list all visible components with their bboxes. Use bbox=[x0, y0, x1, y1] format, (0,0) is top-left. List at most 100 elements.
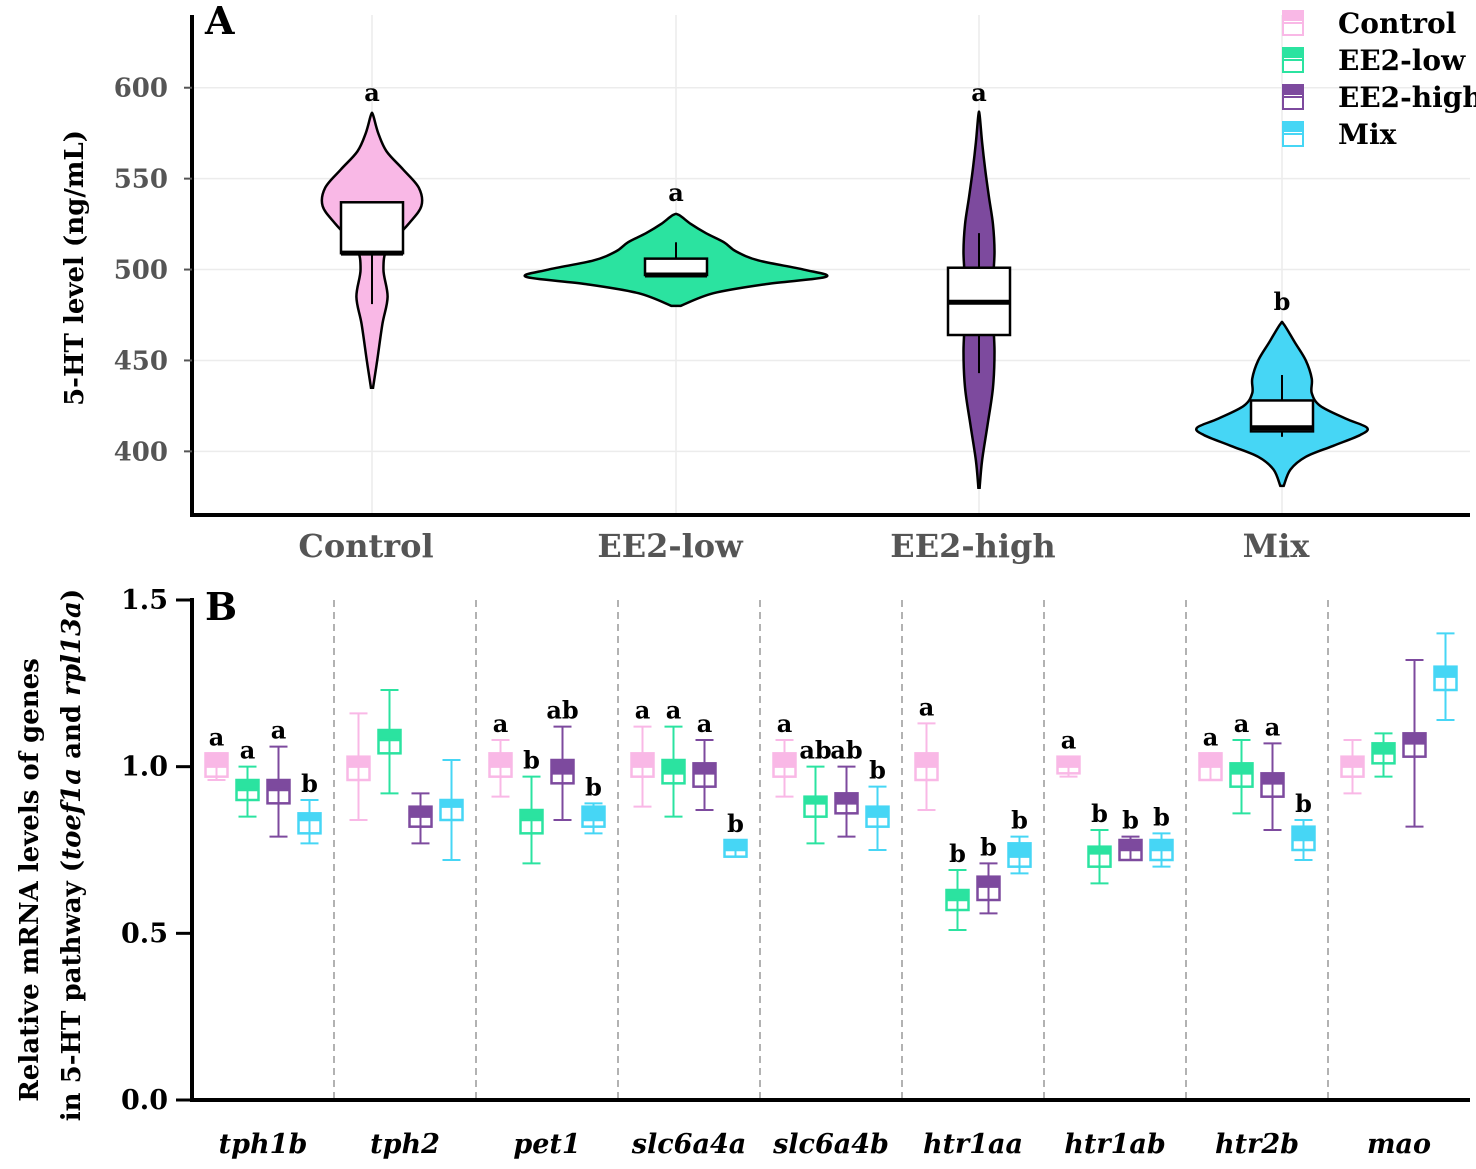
y-tick-label: 0.5 bbox=[121, 918, 168, 949]
significance-letter: ab bbox=[799, 736, 831, 765]
significance-letter: a bbox=[1203, 722, 1219, 751]
x-category-label: mao bbox=[1367, 1129, 1431, 1160]
label-and: and bbox=[57, 696, 87, 768]
box-upper-fill bbox=[1230, 763, 1253, 774]
box-upper-fill bbox=[298, 813, 321, 820]
gene-group-mao bbox=[1340, 632, 1458, 828]
box-htr2b-control: a bbox=[1198, 722, 1223, 782]
box-upper-fill bbox=[1434, 666, 1457, 677]
box-mao-ee2_low bbox=[1371, 732, 1396, 778]
box-pet1-control: a bbox=[488, 709, 513, 798]
box-upper-fill bbox=[378, 730, 401, 740]
box-htr1ab-control: a bbox=[1056, 726, 1081, 778]
legend-swatch-fill bbox=[1283, 11, 1303, 21]
box-slc6a4a-ee2_low: a bbox=[661, 696, 686, 818]
legend-label: EE2-high bbox=[1338, 81, 1476, 114]
box-htr1ab-mix: b bbox=[1149, 802, 1174, 868]
box-tph2-ee2_high bbox=[408, 792, 433, 845]
x-category-label: Control bbox=[298, 527, 433, 565]
x-category-label: slc6a4a bbox=[631, 1129, 746, 1160]
violin-mix: b bbox=[1195, 287, 1369, 488]
box-upper-fill bbox=[866, 806, 889, 817]
panel-a-x-categories: Control EE2-low EE2-high Mix bbox=[298, 527, 1310, 565]
y-tick-label: 0.0 bbox=[121, 1085, 168, 1116]
gene-group-tph2 bbox=[346, 689, 464, 861]
legend-label: Mix bbox=[1338, 118, 1397, 151]
panel-a-letter: A bbox=[204, 0, 235, 43]
legend-label: EE2-low bbox=[1338, 44, 1466, 77]
box-upper-fill bbox=[520, 810, 543, 820]
legend-item-ee2_low: EE2-low bbox=[1282, 44, 1466, 77]
box-upper-fill bbox=[915, 753, 938, 767]
significance-letter: a bbox=[364, 78, 380, 107]
gene-group-tph1b: a aab bbox=[204, 716, 322, 845]
significance-letter: b bbox=[949, 839, 966, 868]
box-mao-mix bbox=[1433, 632, 1458, 721]
box-upper-fill bbox=[582, 806, 605, 820]
significance-letter: a bbox=[666, 696, 682, 725]
significance-letter: b bbox=[301, 769, 318, 798]
box-slc6a4b-ee2_high: ab bbox=[830, 736, 863, 838]
panel-a-y-ticks: 400 450 500 550 600 bbox=[114, 74, 192, 467]
box-upper-fill bbox=[1008, 843, 1031, 857]
box-htr1aa-ee2_low: b bbox=[945, 839, 970, 931]
legend-item-control: Control bbox=[1282, 7, 1456, 40]
box-upper-fill bbox=[662, 760, 685, 774]
box-htr1ab-ee2_high: b bbox=[1118, 806, 1143, 862]
box-upper-fill bbox=[1088, 846, 1111, 854]
violin-control: a bbox=[320, 78, 424, 389]
label-gene2: rpl13a bbox=[57, 601, 87, 696]
significance-letter: b bbox=[1011, 806, 1028, 835]
box-upper-fill bbox=[267, 780, 290, 790]
label-gene1: toef1a bbox=[57, 768, 87, 860]
legend-swatch-fill bbox=[1283, 48, 1303, 58]
y-tick-label: 1.5 bbox=[121, 585, 168, 616]
box-upper-fill bbox=[1292, 826, 1315, 840]
significance-letter: a bbox=[209, 722, 225, 751]
significance-letter: a bbox=[668, 178, 684, 207]
box-tph1b-mix: b bbox=[297, 769, 322, 845]
box-htr2b-ee2_high: a bbox=[1260, 712, 1285, 831]
significance-letter: b bbox=[869, 756, 886, 785]
significance-letter: a bbox=[1061, 726, 1077, 755]
significance-letter: a bbox=[697, 709, 713, 738]
legend-item-mix: Mix bbox=[1282, 118, 1397, 151]
panel-a: a a a b 400 450 500 550 600 Control EE2-low EE2-h… bbox=[60, 0, 1470, 565]
x-category-label: htr2b bbox=[1215, 1129, 1299, 1160]
significance-letter: b bbox=[1153, 802, 1170, 831]
x-category-label: tph2 bbox=[370, 1129, 440, 1160]
violin-box-control bbox=[339, 201, 405, 255]
significance-letter: b bbox=[585, 772, 602, 801]
box-upper-fill bbox=[1261, 773, 1284, 784]
significance-letter: a bbox=[240, 736, 256, 765]
box-upper-fill bbox=[724, 840, 747, 850]
box-htr2b-ee2_low: a bbox=[1229, 709, 1254, 815]
box-upper-fill bbox=[693, 763, 716, 774]
box-upper-fill bbox=[1403, 733, 1426, 744]
x-category-label: pet1 bbox=[513, 1129, 580, 1160]
box-pet1-ee2_low: b bbox=[519, 746, 544, 865]
violin-ee2_low: a bbox=[523, 178, 829, 308]
box-upper-fill bbox=[489, 753, 512, 767]
significance-letter: a bbox=[971, 78, 987, 107]
panel-b-x-categories: tph1b tph2 pet1 slc6a4a slc6a4b htr1aa htr1ab h… bbox=[219, 1129, 1431, 1160]
panel-b-y-axis-label-line1: Relative mRNA levels of genes bbox=[15, 658, 45, 1102]
box-tph2-mix bbox=[439, 759, 464, 861]
significance-letter: b bbox=[1122, 806, 1139, 835]
box-tph2-ee2_low bbox=[377, 689, 402, 795]
box-htr2b-mix: b bbox=[1291, 789, 1316, 861]
box-upper-fill bbox=[347, 756, 370, 767]
y-tick-label: 550 bbox=[114, 165, 168, 195]
x-category-label: EE2-low bbox=[597, 527, 744, 565]
box-tph1b-ee2_high: a bbox=[266, 716, 291, 838]
significance-letter: ab bbox=[546, 696, 578, 725]
box-upper-fill bbox=[1372, 743, 1395, 754]
box-tph1b-ee2_low: a bbox=[235, 736, 260, 818]
panel-b-letter: B bbox=[205, 584, 237, 629]
box-htr1aa-ee2_high: b bbox=[976, 832, 1001, 915]
x-category-label: htr1ab bbox=[1064, 1129, 1166, 1160]
x-category-label: tph1b bbox=[219, 1129, 308, 1160]
box-slc6a4a-control: a bbox=[630, 696, 655, 808]
